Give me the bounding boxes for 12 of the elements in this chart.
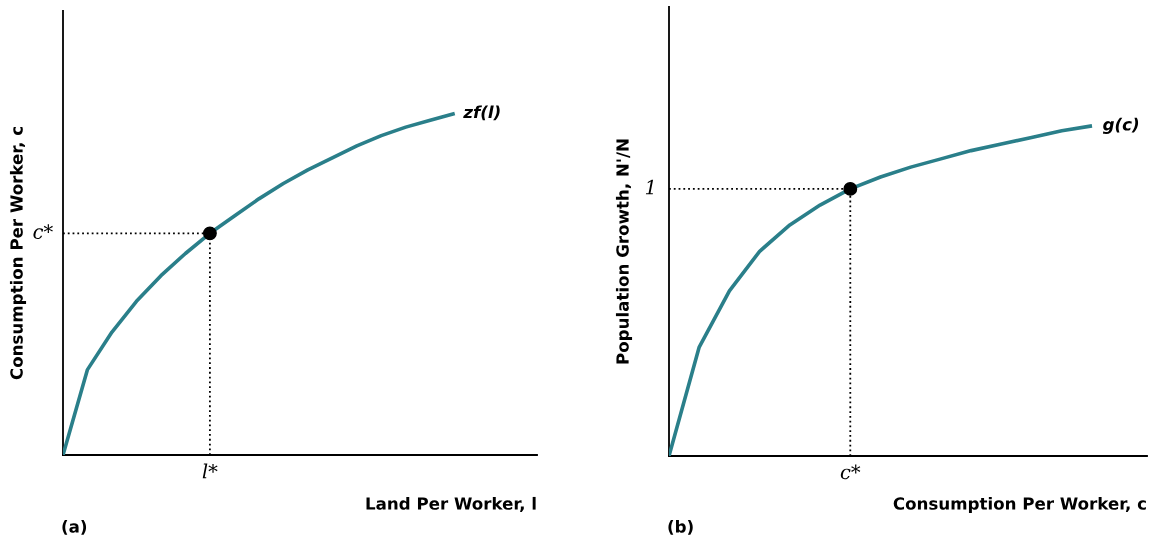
ref-line-label: 1 xyxy=(645,179,654,195)
text: (b) xyxy=(668,519,693,535)
text: (a) xyxy=(62,519,87,535)
series-label: zf(l) xyxy=(463,105,500,121)
text: l* xyxy=(202,463,218,479)
series-label: g(c) xyxy=(1102,117,1139,134)
x-axis-title: Consumption Per Worker, c xyxy=(893,496,1146,514)
y-axis-title: Consumption Per Worker, c xyxy=(9,127,27,380)
text: c* xyxy=(840,464,861,480)
x-axis-title: Land Per Worker, l xyxy=(366,496,536,512)
y-axis-title: Population Growth, N'/N xyxy=(615,139,633,364)
ref-line-label: c* xyxy=(33,224,53,239)
